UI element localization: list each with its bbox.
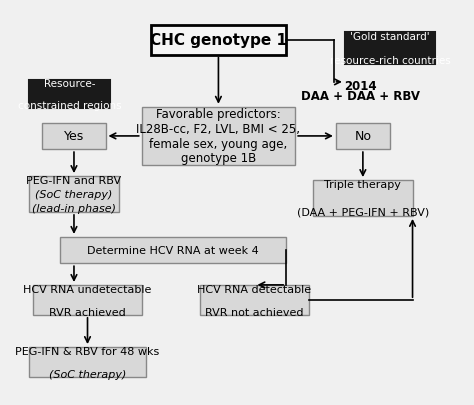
Text: Yes: Yes xyxy=(64,130,84,143)
Text: Resource-: Resource- xyxy=(44,79,95,89)
Text: resource-rich countries: resource-rich countries xyxy=(329,56,450,66)
Text: DAA + DAA + RBV: DAA + DAA + RBV xyxy=(301,90,420,103)
Text: RVR achieved: RVR achieved xyxy=(49,307,126,317)
Text: Triple therapy: Triple therapy xyxy=(324,180,401,190)
Text: Determine HCV RNA at week 4: Determine HCV RNA at week 4 xyxy=(87,245,259,256)
Text: 2014: 2014 xyxy=(344,80,377,93)
FancyBboxPatch shape xyxy=(345,33,435,65)
Text: female sex, young age,: female sex, young age, xyxy=(149,137,288,150)
Text: 'Gold standard': 'Gold standard' xyxy=(350,32,430,42)
Text: (SoC therapy): (SoC therapy) xyxy=(35,190,113,200)
FancyBboxPatch shape xyxy=(33,286,142,315)
Text: Favorable predictors:: Favorable predictors: xyxy=(156,108,281,121)
FancyBboxPatch shape xyxy=(29,177,119,213)
Text: constrained regions: constrained regions xyxy=(18,100,121,110)
Text: PEG-IFN and RBV: PEG-IFN and RBV xyxy=(27,176,121,186)
Text: RVR not achieved: RVR not achieved xyxy=(205,307,304,317)
FancyBboxPatch shape xyxy=(151,26,286,56)
FancyBboxPatch shape xyxy=(336,124,390,149)
FancyBboxPatch shape xyxy=(60,237,286,263)
Text: CHC genotype 1: CHC genotype 1 xyxy=(150,33,287,48)
FancyBboxPatch shape xyxy=(313,181,412,217)
FancyBboxPatch shape xyxy=(29,81,110,109)
FancyBboxPatch shape xyxy=(42,124,106,149)
Text: HCV RNA detectable: HCV RNA detectable xyxy=(198,284,311,294)
Text: (SoC therapy): (SoC therapy) xyxy=(49,369,126,379)
Text: IL28B-cc, F2, LVL, BMI < 25,: IL28B-cc, F2, LVL, BMI < 25, xyxy=(137,123,301,136)
Text: genotype 1B: genotype 1B xyxy=(181,152,256,165)
Text: HCV RNA undetectable: HCV RNA undetectable xyxy=(23,284,152,294)
Text: (lead-in phase): (lead-in phase) xyxy=(32,203,116,213)
Text: No: No xyxy=(355,130,372,143)
Text: PEG-IFN & RBV for 48 wks: PEG-IFN & RBV for 48 wks xyxy=(15,346,160,356)
FancyBboxPatch shape xyxy=(29,347,146,377)
Text: (DAA + PEG-IFN + RBV): (DAA + PEG-IFN + RBV) xyxy=(297,207,429,217)
FancyBboxPatch shape xyxy=(142,108,295,166)
FancyBboxPatch shape xyxy=(201,286,309,315)
